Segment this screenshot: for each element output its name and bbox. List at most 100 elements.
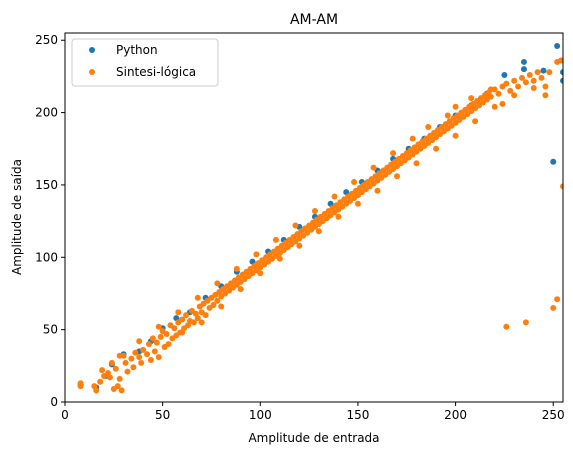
data-point — [530, 77, 537, 84]
data-point — [507, 87, 514, 94]
y-axis-label: Amplitude de saída — [10, 159, 24, 275]
data-point — [190, 319, 197, 326]
data-point — [112, 365, 119, 372]
data-point — [491, 103, 498, 110]
data-point — [503, 323, 510, 330]
data-point — [554, 296, 561, 303]
data-point — [214, 297, 221, 304]
data-point — [394, 173, 400, 180]
data-point — [487, 86, 494, 93]
y-tick-label: 250 — [35, 33, 58, 47]
data-point — [147, 357, 154, 364]
data-point — [183, 312, 190, 319]
data-point — [542, 92, 549, 99]
data-point — [237, 286, 244, 293]
data-point — [136, 338, 143, 345]
data-point — [136, 354, 143, 361]
data-point — [97, 378, 104, 385]
x-tick-label: 150 — [346, 408, 369, 422]
data-point — [452, 132, 459, 139]
data-point — [558, 57, 563, 64]
data-point — [165, 341, 172, 348]
x-tick-label: 200 — [444, 408, 467, 422]
legend-marker-sintesi-logica — [89, 69, 95, 75]
data-point — [253, 251, 260, 258]
data-point — [128, 355, 135, 362]
data-point — [145, 341, 152, 348]
y-tick-label: 100 — [35, 250, 58, 264]
y-tick-label: 50 — [43, 323, 58, 337]
data-point — [351, 179, 358, 186]
data-point — [132, 349, 139, 356]
data-point — [93, 387, 100, 394]
data-point — [296, 242, 303, 249]
data-point — [472, 118, 479, 125]
legend-box — [71, 38, 219, 87]
data-point — [194, 294, 201, 301]
data-point — [501, 71, 508, 78]
data-point — [468, 95, 475, 102]
data-point — [546, 69, 553, 76]
data-point — [118, 387, 125, 394]
data-point — [292, 222, 299, 229]
data-point — [77, 380, 84, 387]
data-point — [171, 325, 178, 332]
data-point — [503, 80, 510, 87]
data-point — [210, 302, 217, 309]
y-tick-label: 200 — [35, 106, 58, 120]
data-point — [560, 183, 563, 190]
data-point — [520, 58, 527, 65]
data-point — [425, 124, 432, 131]
data-point — [354, 200, 361, 207]
points-layer — [77, 43, 563, 394]
x-tick-label: 0 — [61, 408, 69, 422]
data-point — [374, 187, 381, 194]
x-tick-label: 250 — [542, 408, 565, 422]
data-point — [157, 333, 164, 340]
data-point — [151, 348, 158, 355]
data-point — [518, 74, 525, 81]
data-point — [522, 79, 529, 86]
data-point — [202, 312, 209, 319]
legend-label-sintesi-logica: Sintesi-lógica — [116, 65, 196, 79]
x-tick-label: 50 — [155, 408, 170, 422]
data-point — [315, 228, 322, 235]
data-point — [272, 236, 279, 243]
y-axis-ticks: 0 50 100 150 200 250 — [35, 33, 65, 409]
data-point — [538, 74, 545, 81]
data-point — [452, 103, 459, 110]
data-point — [522, 319, 529, 326]
data-point — [116, 375, 123, 382]
data-point — [130, 364, 137, 371]
data-point — [214, 280, 221, 287]
data-point — [511, 92, 518, 99]
data-point — [106, 374, 113, 381]
data-point — [444, 112, 451, 119]
data-point — [116, 352, 123, 359]
data-point — [560, 77, 563, 84]
data-point — [409, 135, 416, 142]
data-point — [487, 93, 494, 100]
data-point — [554, 43, 561, 50]
data-point — [560, 69, 563, 76]
data-point — [413, 160, 420, 167]
data-point — [124, 368, 131, 375]
data-point — [433, 145, 440, 152]
legend-label-python: Python — [116, 43, 158, 57]
data-point — [140, 346, 147, 353]
data-point — [257, 270, 264, 277]
data-point — [499, 100, 506, 107]
data-point — [233, 265, 240, 272]
data-point — [144, 351, 151, 358]
data-point — [331, 193, 338, 200]
data-point — [390, 150, 397, 157]
data-point — [276, 255, 283, 262]
data-point — [540, 67, 547, 74]
y-tick-label: 0 — [50, 395, 58, 409]
data-point — [179, 316, 186, 323]
x-axis-ticks: 0 50 100 150 200 250 — [61, 402, 565, 422]
data-point — [218, 303, 225, 310]
data-point — [108, 359, 115, 366]
legend: Python Sintesi-lógica — [71, 38, 219, 87]
